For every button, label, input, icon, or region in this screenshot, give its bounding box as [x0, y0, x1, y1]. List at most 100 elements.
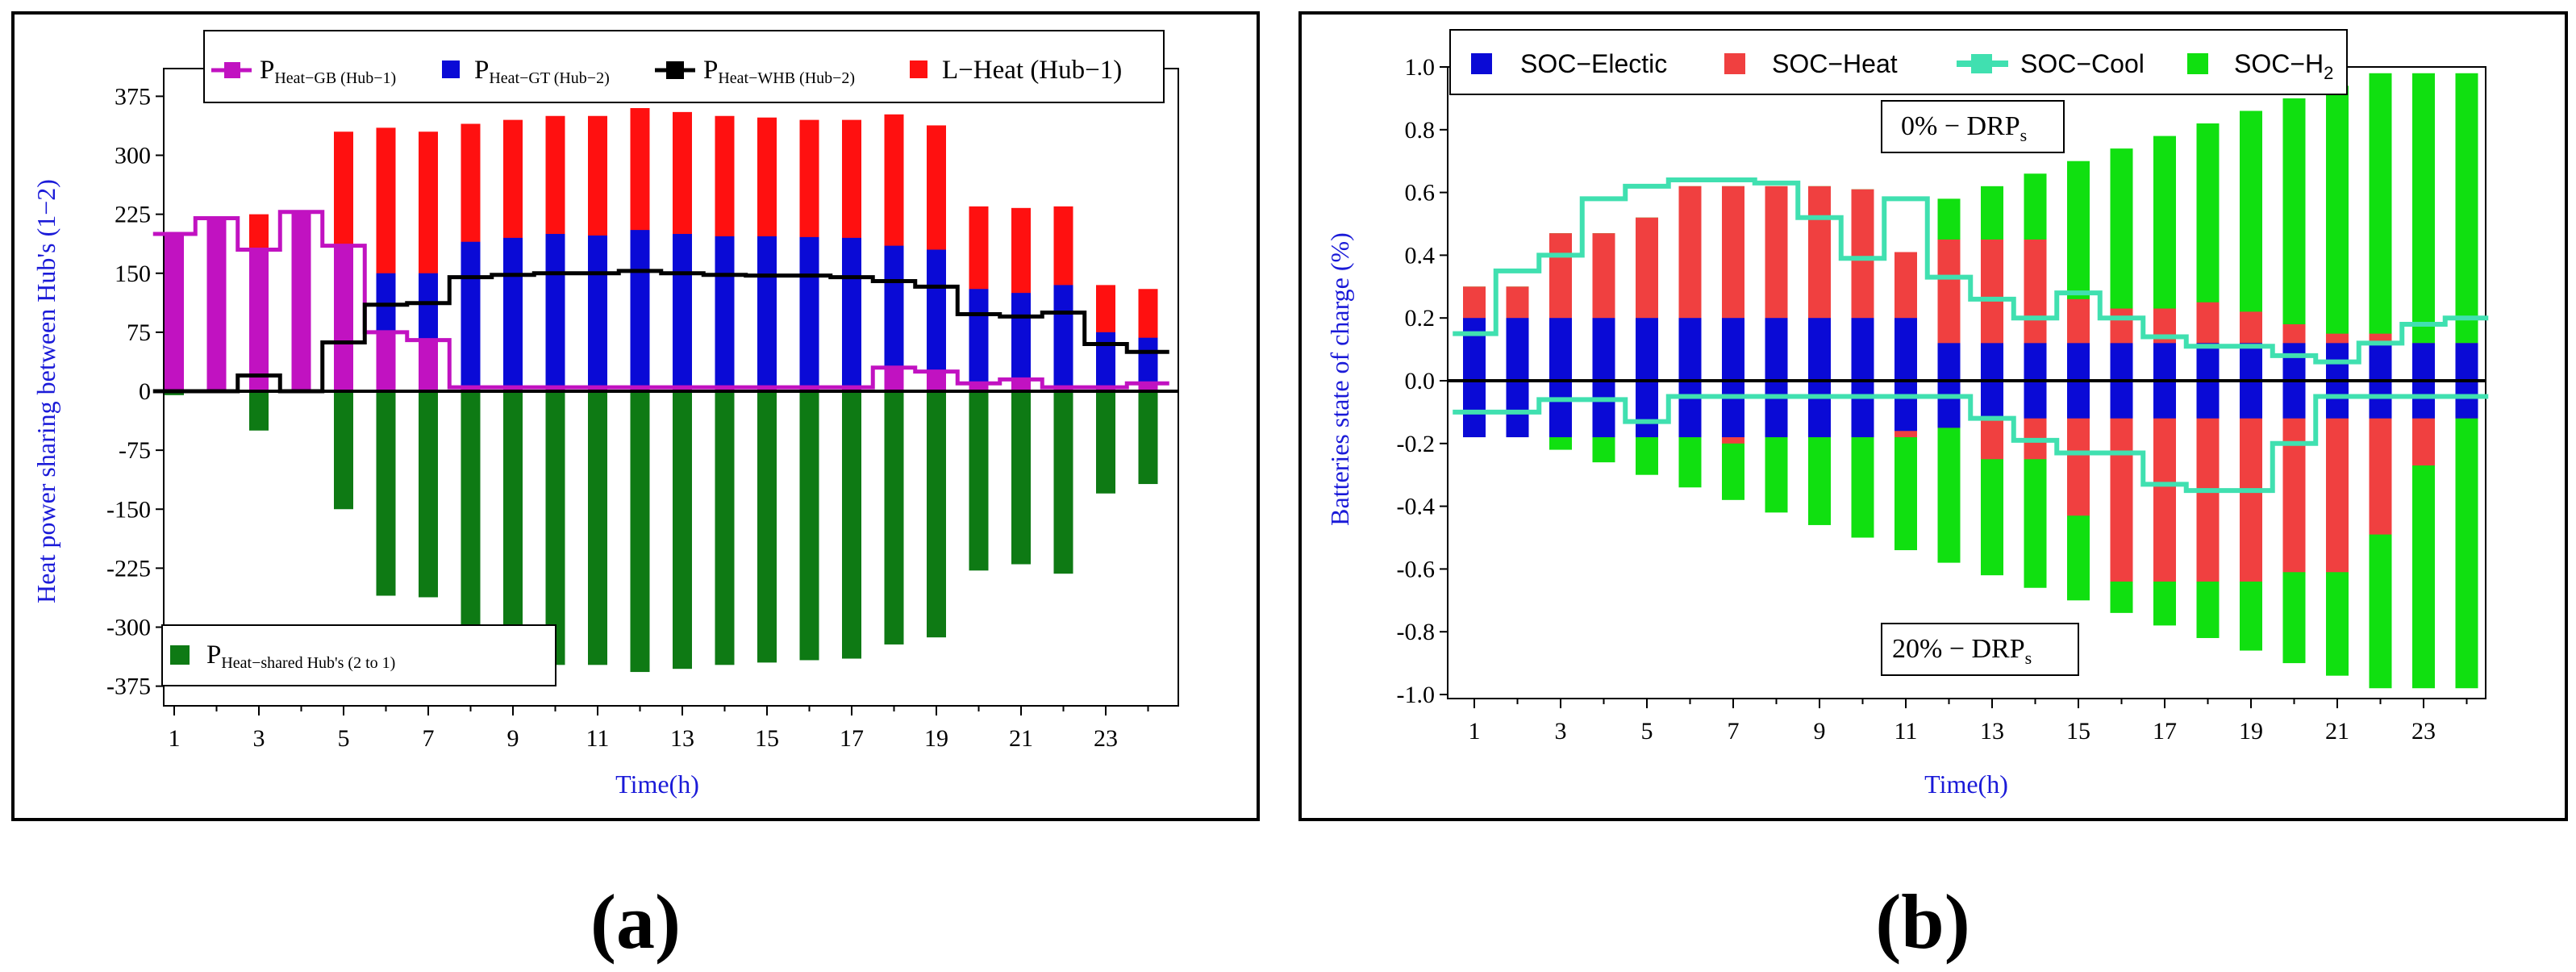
panel-a-xlabel: Time(h): [615, 770, 699, 799]
gb-step-line: [152, 210, 1169, 390]
soc-elec-bar: [2412, 381, 2435, 419]
soc-elec-bar: [1506, 381, 1529, 438]
y-tick-label: -0.6: [1397, 556, 1436, 582]
x-tick-label: 11: [1894, 718, 1918, 745]
x-tick-label: 7: [1728, 718, 1740, 745]
shared-bar: [461, 391, 481, 657]
shared-bar: [757, 391, 777, 663]
soc-elec-bar: [2153, 343, 2176, 381]
gb-bar: [291, 211, 311, 391]
soc-elec-bar: [1592, 381, 1615, 438]
y-tick-label: -0.4: [1397, 494, 1436, 520]
legend-item-soc-h2: SOC−H2: [2187, 49, 2333, 83]
soc-elec-bar: [2110, 381, 2133, 419]
x-tick-label: 15: [755, 725, 779, 752]
soc-elec-bar: [1592, 318, 1615, 381]
legend-item-soc-elec: SOC−Electic: [1471, 49, 1667, 78]
panel-b-ylabel: Batteries state of charge (%): [1325, 232, 1354, 526]
y-tick-label: 0.2: [1405, 305, 1436, 332]
y-tick-label: -300: [106, 615, 151, 641]
annotation-0pct-box: [1881, 100, 2065, 153]
x-tick-label: 1: [1469, 718, 1481, 745]
shared-bar: [419, 391, 438, 598]
panel-b-xlabel: Time(h): [1924, 770, 2008, 799]
soc-elec-bar: [2024, 381, 2047, 419]
legend-soc-heat-swatch: [1724, 53, 1745, 74]
shared-bar: [588, 391, 607, 665]
x-tick-label: 23: [1094, 725, 1118, 752]
shared-bar: [1138, 391, 1158, 485]
soc-elec-bar: [1765, 381, 1788, 438]
gb-bar: [334, 245, 353, 391]
gt-bar: [588, 235, 607, 391]
legend-shared-label: PHeat−shared Hub's (2 to 1): [206, 640, 395, 672]
gt-bar: [673, 234, 692, 391]
soc-elec-bar: [1937, 343, 1961, 381]
legend-soc-h2-label: SOC−H2: [2234, 49, 2333, 83]
shared-bar: [884, 391, 904, 645]
soc-h2-bar: [2369, 73, 2392, 381]
legend-lheat-label: L−Heat (Hub−1): [942, 56, 1122, 85]
shared-bar: [1011, 391, 1031, 565]
shared-bar: [799, 391, 819, 661]
gb-bar: [206, 218, 227, 391]
x-tick-label: 19: [2239, 718, 2263, 745]
shared-bar: [927, 391, 946, 638]
legend-soc-h2-swatch: [2187, 53, 2208, 74]
legend-soc-cool-marker: [1971, 54, 1992, 73]
legend-gt-swatch: [442, 60, 460, 78]
soc-elec-bar: [1722, 381, 1744, 438]
legend-gb-marker: [224, 62, 240, 78]
soc-elec-bar: [1765, 318, 1788, 381]
soc-elec-bar: [1636, 381, 1658, 438]
gb-bar: [969, 383, 989, 391]
legend-lheat-swatch: [910, 60, 927, 78]
legend-shared-swatch: [170, 645, 190, 665]
x-tick-label: 3: [1555, 718, 1567, 745]
legend-whb-marker: [666, 61, 684, 79]
gt-bar: [545, 234, 565, 391]
shared-bar: [545, 391, 565, 665]
x-tick-label: 3: [253, 725, 265, 752]
x-tick-label: 11: [586, 725, 610, 752]
gt-bar: [715, 236, 735, 391]
panel-a-legend-shared-box: [161, 624, 556, 686]
soc-elec-bar: [2282, 343, 2306, 381]
legend-gb-label: PHeat−GB (Hub−1): [260, 56, 396, 87]
soc-elec-bar: [2412, 343, 2435, 381]
gb-bar: [884, 367, 904, 391]
y-tick-label: -225: [106, 555, 151, 582]
shared-bar: [249, 391, 269, 431]
soc-elec-bar: [1678, 381, 1702, 438]
legend-item-gb: PHeat−GB (Hub−1): [211, 56, 396, 87]
panel-a-bars: [165, 108, 1158, 673]
x-tick-label: 19: [924, 725, 948, 752]
soc-elec-bar: [2067, 381, 2090, 419]
x-tick-label: 5: [338, 725, 350, 752]
soc-elec-bar: [1808, 381, 1831, 438]
gt-bar: [1096, 332, 1115, 391]
x-tick-label: 23: [2411, 718, 2436, 745]
panel-a-lines: [152, 210, 1169, 394]
y-tick-label: 75: [127, 319, 151, 346]
soc-elec-bar: [2240, 343, 2262, 381]
gb-bar: [165, 234, 184, 391]
gt-bar: [1053, 285, 1073, 391]
gt-bar: [842, 237, 861, 391]
annotation-0pct-label: 0% − DRPs: [1901, 111, 2027, 145]
soc-elec-bar: [1808, 318, 1831, 381]
y-tick-label: -1.0: [1397, 682, 1436, 708]
soc-elec-bar: [1722, 318, 1744, 381]
annotation-20pct: 20% − DRPs: [1881, 623, 2079, 676]
soc-elec-bar: [2024, 343, 2047, 381]
x-tick-label: 17: [840, 725, 864, 752]
soc-elec-bar: [1981, 381, 2003, 419]
panel-b-label: (b): [1875, 878, 1970, 965]
soc-elec-bar: [1894, 318, 1917, 381]
soc-elec-bar: [2067, 343, 2090, 381]
soc-cool-step-line: [1453, 394, 2489, 494]
panel-a-legend: PHeat−GB (Hub−1) PHeat−GT (Hub−2) PHeat−…: [203, 30, 1165, 103]
y-tick-label: 0.4: [1405, 242, 1436, 269]
